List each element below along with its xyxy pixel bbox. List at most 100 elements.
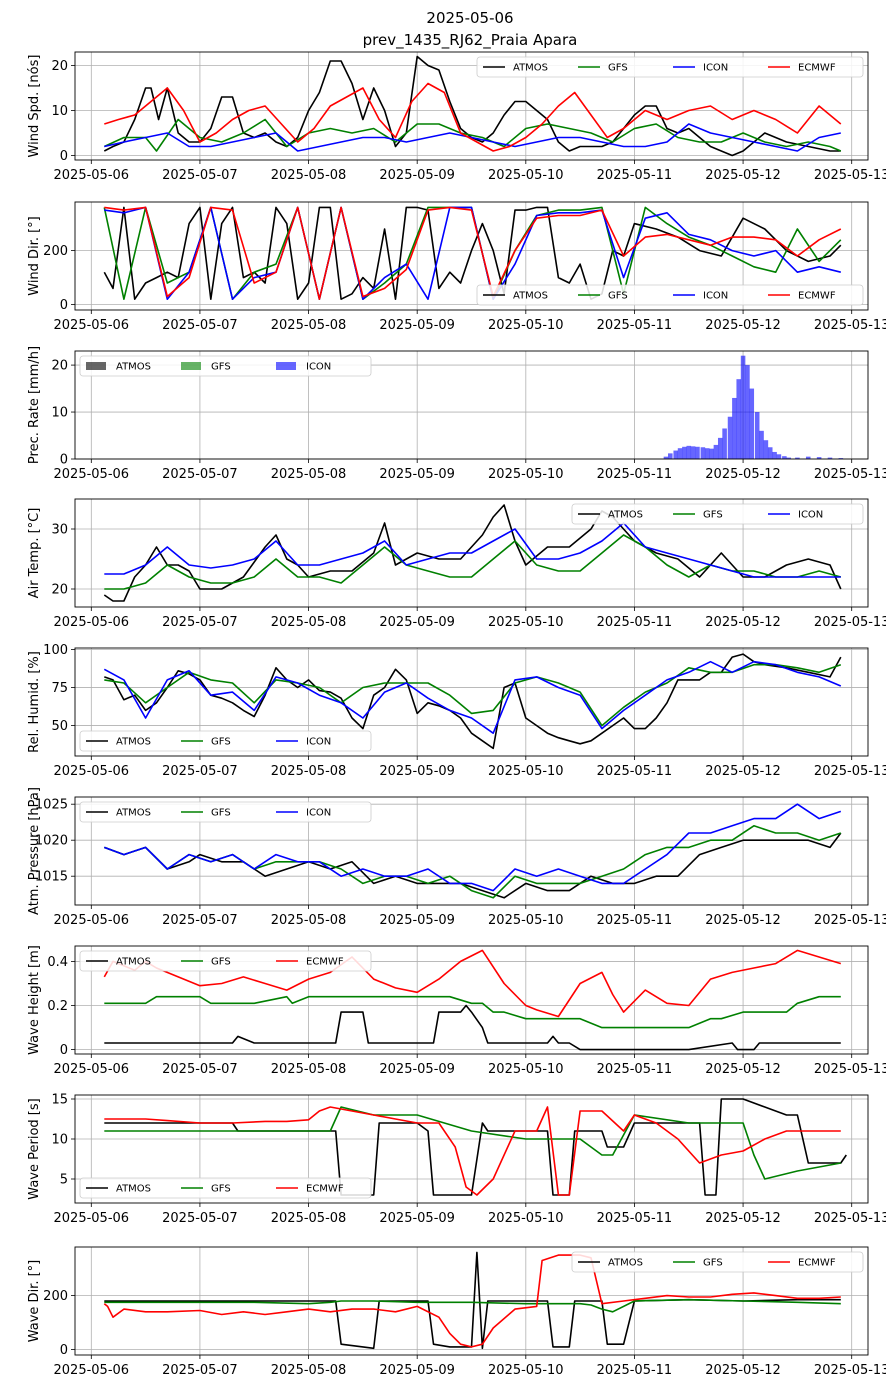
series-line-gfs — [104, 1298, 841, 1313]
bar-icon — [782, 456, 787, 459]
y-tick-label: 0.4 — [47, 955, 68, 970]
panel-wspd: 2025-05-06 2025-05-07 2025-05-08 2025-05-09… — [27, 51, 886, 183]
legend-label: ATMOS — [116, 362, 151, 373]
bar-icon — [772, 451, 777, 459]
bar-icon — [759, 430, 764, 459]
bar-icon — [767, 447, 773, 459]
y-tick-label: 10 — [51, 104, 68, 119]
bar-icon — [795, 457, 800, 459]
legend-label: GFS — [211, 1184, 231, 1195]
x-tick-label: 2025-05-10 — [488, 913, 564, 928]
x-tick-label: 2025-05-09 — [379, 1211, 455, 1226]
x-tick-label: 2025-05-09 — [379, 1363, 455, 1378]
legend-label: ATMOS — [513, 63, 548, 74]
y-tick-label: 50 — [51, 719, 68, 734]
x-tick-label: 2025-05-13 — [814, 467, 886, 482]
x-tick-label: 2025-05-12 — [705, 1363, 781, 1378]
series-line-atmos — [104, 653, 842, 750]
x-tick-label: 2025-05-08 — [271, 913, 347, 928]
series-line-atmos — [104, 832, 842, 899]
axes-frame — [74, 350, 869, 460]
bar-icon — [704, 448, 710, 459]
bar-icon — [700, 447, 706, 459]
x-tick-label: 2025-05-09 — [379, 318, 455, 333]
x-tick-label: 2025-05-11 — [597, 168, 673, 183]
bar-icon — [740, 355, 746, 459]
legend-swatch — [276, 362, 296, 370]
x-tick-label: 2025-05-10 — [488, 168, 564, 183]
legend-label: GFS — [703, 510, 723, 521]
x-tick-label: 2025-05-07 — [162, 764, 238, 779]
series-line-gfs — [104, 663, 842, 727]
bar-icon — [713, 444, 719, 459]
plot-area — [104, 1098, 847, 1196]
bar-icon — [786, 457, 791, 459]
panel-wavh: 2025-05-06 2025-05-07 2025-05-08 2025-05-09… — [27, 945, 886, 1077]
series-line-icon — [104, 206, 841, 301]
bar-icon — [732, 397, 737, 459]
y-tick-label: 5 — [60, 1173, 68, 1188]
y-tick-label: 100 — [43, 643, 68, 658]
legend-label: ICON — [703, 63, 728, 74]
bar-icon — [838, 458, 844, 459]
x-tick-label: 2025-05-08 — [271, 318, 347, 333]
bar-icon — [695, 446, 700, 459]
legend-label: GFS — [211, 737, 231, 748]
y-tick-label: 200 — [43, 1289, 68, 1304]
axes-frame — [74, 1094, 869, 1204]
bar-icon — [816, 457, 822, 459]
x-tick-label: 2025-05-10 — [488, 1211, 564, 1226]
bar-icon — [709, 448, 714, 459]
legend-label: ICON — [306, 362, 331, 373]
bar-icon — [722, 428, 727, 459]
bar-icon — [754, 412, 760, 459]
axes-frame — [74, 1246, 869, 1356]
panel-press: 2025-05-06 2025-05-07 2025-05-08 2025-05-09… — [27, 787, 886, 928]
x-tick-label: 2025-05-08 — [271, 467, 347, 482]
axes-frame — [74, 796, 869, 906]
figure-title: 2025-05-06 — [426, 9, 513, 27]
bar-icon — [763, 440, 769, 459]
y-tick-label: 15 — [51, 1093, 68, 1108]
x-tick-label: 2025-05-06 — [54, 764, 130, 779]
bar-icon — [736, 379, 742, 459]
x-tick-label: 2025-05-06 — [54, 1363, 130, 1378]
panel-humid: 2025-05-06 2025-05-07 2025-05-08 2025-05-09… — [27, 643, 886, 779]
series-line-atmos — [104, 1251, 841, 1350]
bar-icon — [749, 388, 755, 459]
legend-box — [476, 56, 864, 78]
y-tick-label: 0 — [60, 149, 68, 164]
y-axis-label: Prec. Rate [mm/h] — [27, 346, 42, 464]
legend-label: ICON — [798, 510, 823, 521]
x-tick-label: 2025-05-10 — [488, 615, 564, 630]
legend-label: GFS — [703, 1258, 723, 1269]
bar-icon — [827, 457, 833, 459]
legend: ATMOS GFS ICON — [571, 503, 864, 525]
legend-label: ATMOS — [116, 737, 151, 748]
y-axis-label: Wind Spd. [nós] — [27, 55, 42, 158]
x-tick-label: 2025-05-09 — [379, 764, 455, 779]
y-tick-label: 1025 — [35, 798, 68, 813]
legend: ATMOS GFS ICON ECMWF — [476, 56, 864, 78]
legend-label: ICON — [306, 808, 331, 819]
y-axis-label: Wave Dir. [°] — [27, 1260, 42, 1343]
series-line-icon — [103, 660, 842, 735]
bar-icon — [690, 446, 696, 459]
x-tick-label: 2025-05-12 — [705, 764, 781, 779]
plot-area — [663, 355, 844, 459]
y-axis-label: Atm. Pressure [hPa] — [27, 787, 42, 915]
bar-icon — [663, 456, 669, 459]
x-tick-label: 2025-05-06 — [54, 1211, 130, 1226]
y-tick-label: 1020 — [35, 834, 68, 849]
x-tick-label: 2025-05-07 — [162, 615, 238, 630]
bar-icon — [727, 416, 733, 459]
x-tick-label: 2025-05-11 — [597, 318, 673, 333]
plot-area — [103, 653, 842, 750]
legend: ATMOS GFS ICON — [79, 801, 372, 823]
x-tick-label: 2025-05-10 — [488, 764, 564, 779]
x-tick-label: 2025-05-12 — [705, 318, 781, 333]
y-axis-label: Wind Dir. [°] — [27, 216, 42, 296]
x-tick-label: 2025-05-10 — [488, 318, 564, 333]
axes-frame — [74, 945, 869, 1055]
panel-wavd: 2025-05-06 2025-05-07 2025-05-08 2025-05-09… — [27, 1246, 886, 1378]
